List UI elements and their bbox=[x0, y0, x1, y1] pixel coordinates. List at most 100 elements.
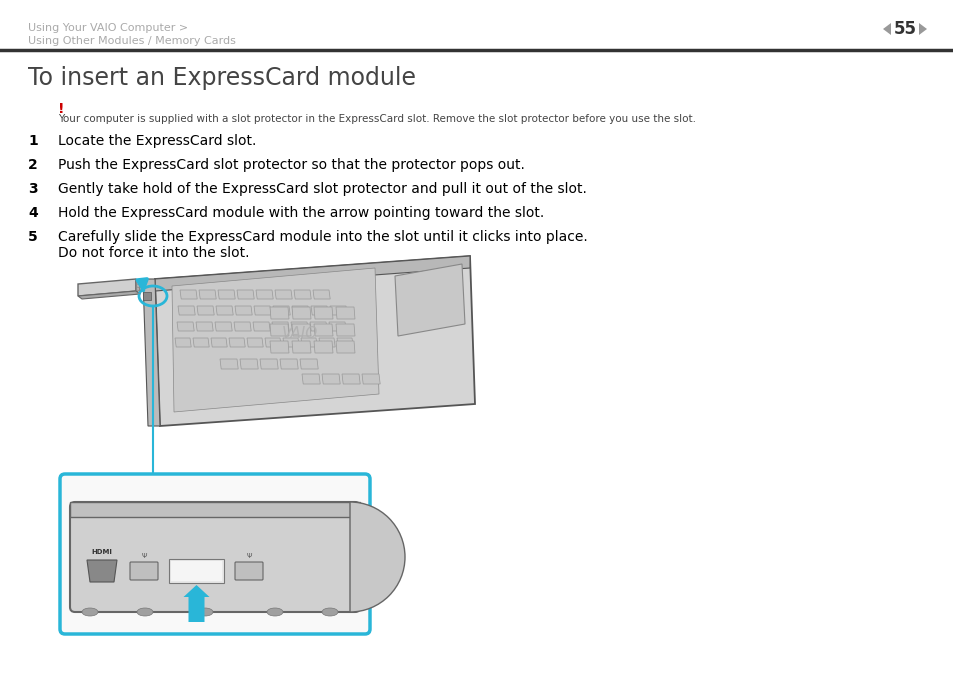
Polygon shape bbox=[283, 338, 299, 347]
Polygon shape bbox=[260, 359, 278, 369]
Polygon shape bbox=[274, 290, 292, 299]
Polygon shape bbox=[395, 264, 464, 336]
Text: Hold the ExpressCard module with the arrow pointing toward the slot.: Hold the ExpressCard module with the arr… bbox=[58, 206, 543, 220]
FancyBboxPatch shape bbox=[234, 562, 263, 580]
Text: Push the ExpressCard slot protector so that the protector pops out.: Push the ExpressCard slot protector so t… bbox=[58, 158, 524, 172]
Bar bbox=[171, 561, 222, 581]
Polygon shape bbox=[236, 290, 253, 299]
Ellipse shape bbox=[267, 608, 283, 616]
Text: Ψ: Ψ bbox=[246, 553, 252, 559]
Text: Using Your VAIO Computer >: Using Your VAIO Computer > bbox=[28, 23, 188, 33]
Polygon shape bbox=[322, 374, 340, 384]
Ellipse shape bbox=[82, 608, 98, 616]
Polygon shape bbox=[329, 322, 346, 331]
Polygon shape bbox=[292, 341, 311, 353]
Polygon shape bbox=[265, 338, 281, 347]
Polygon shape bbox=[270, 307, 289, 319]
Polygon shape bbox=[214, 322, 232, 331]
Text: !: ! bbox=[58, 102, 65, 116]
Polygon shape bbox=[311, 306, 328, 315]
Polygon shape bbox=[136, 279, 140, 294]
Polygon shape bbox=[302, 374, 320, 384]
Text: VAIO: VAIO bbox=[281, 326, 317, 342]
Polygon shape bbox=[196, 306, 214, 315]
Polygon shape bbox=[215, 306, 233, 315]
Polygon shape bbox=[270, 341, 289, 353]
Text: Carefully slide the ExpressCard module into the slot until it clicks into place.: Carefully slide the ExpressCard module i… bbox=[58, 230, 587, 260]
Polygon shape bbox=[270, 324, 289, 336]
Polygon shape bbox=[882, 23, 890, 35]
Polygon shape bbox=[247, 338, 263, 347]
Polygon shape bbox=[199, 290, 216, 299]
Polygon shape bbox=[314, 324, 333, 336]
Polygon shape bbox=[273, 306, 290, 315]
Ellipse shape bbox=[322, 608, 337, 616]
Text: Your computer is supplied with a slot protector in the ExpressCard slot. Remove : Your computer is supplied with a slot pr… bbox=[58, 114, 696, 124]
FancyBboxPatch shape bbox=[130, 562, 158, 580]
Polygon shape bbox=[193, 338, 209, 347]
Polygon shape bbox=[918, 23, 926, 35]
FancyBboxPatch shape bbox=[70, 502, 359, 612]
Text: 5: 5 bbox=[28, 230, 38, 244]
Polygon shape bbox=[174, 338, 191, 347]
Polygon shape bbox=[78, 279, 136, 296]
Polygon shape bbox=[313, 290, 330, 299]
Polygon shape bbox=[318, 338, 335, 347]
Text: Gently take hold of the ExpressCard slot protector and pull it out of the slot.: Gently take hold of the ExpressCard slot… bbox=[58, 182, 586, 196]
Polygon shape bbox=[336, 338, 353, 347]
Polygon shape bbox=[87, 560, 117, 582]
Polygon shape bbox=[178, 306, 195, 315]
Polygon shape bbox=[314, 307, 333, 319]
Text: To insert an ExpressCard module: To insert an ExpressCard module bbox=[28, 66, 416, 90]
Text: 3: 3 bbox=[28, 182, 37, 196]
Bar bbox=[169, 559, 224, 583]
Polygon shape bbox=[211, 338, 227, 347]
FancyBboxPatch shape bbox=[60, 474, 370, 634]
Text: 2: 2 bbox=[28, 158, 38, 172]
Bar bbox=[143, 292, 151, 300]
Polygon shape bbox=[195, 322, 213, 331]
Polygon shape bbox=[218, 290, 235, 299]
Text: Ψ: Ψ bbox=[141, 553, 147, 559]
Polygon shape bbox=[292, 307, 311, 319]
Polygon shape bbox=[301, 338, 316, 347]
Polygon shape bbox=[280, 359, 298, 369]
Polygon shape bbox=[341, 374, 360, 384]
Polygon shape bbox=[229, 338, 245, 347]
Polygon shape bbox=[310, 322, 327, 331]
Polygon shape bbox=[335, 307, 355, 319]
Wedge shape bbox=[350, 502, 405, 612]
Ellipse shape bbox=[196, 608, 213, 616]
Polygon shape bbox=[255, 290, 273, 299]
Polygon shape bbox=[335, 341, 355, 353]
Polygon shape bbox=[78, 291, 140, 299]
Polygon shape bbox=[292, 324, 311, 336]
Polygon shape bbox=[361, 374, 380, 384]
Text: Using Other Modules / Memory Cards: Using Other Modules / Memory Cards bbox=[28, 36, 235, 46]
Polygon shape bbox=[180, 290, 197, 299]
FancyArrow shape bbox=[183, 585, 210, 622]
Polygon shape bbox=[220, 359, 238, 369]
Polygon shape bbox=[330, 306, 347, 315]
Text: 1: 1 bbox=[28, 134, 38, 148]
Polygon shape bbox=[253, 306, 271, 315]
Polygon shape bbox=[291, 322, 308, 331]
Polygon shape bbox=[292, 306, 309, 315]
Polygon shape bbox=[240, 359, 258, 369]
Text: 4: 4 bbox=[28, 206, 38, 220]
Polygon shape bbox=[335, 324, 355, 336]
Polygon shape bbox=[143, 279, 160, 426]
Bar bbox=[70, 502, 359, 517]
Ellipse shape bbox=[137, 608, 152, 616]
Text: Locate the ExpressCard slot.: Locate the ExpressCard slot. bbox=[58, 134, 256, 148]
Polygon shape bbox=[154, 256, 470, 291]
Polygon shape bbox=[253, 322, 270, 331]
Polygon shape bbox=[154, 256, 475, 426]
Polygon shape bbox=[299, 359, 318, 369]
Polygon shape bbox=[272, 322, 289, 331]
Polygon shape bbox=[314, 341, 333, 353]
Polygon shape bbox=[172, 268, 378, 412]
Polygon shape bbox=[177, 322, 194, 331]
Polygon shape bbox=[233, 322, 251, 331]
Polygon shape bbox=[294, 290, 311, 299]
